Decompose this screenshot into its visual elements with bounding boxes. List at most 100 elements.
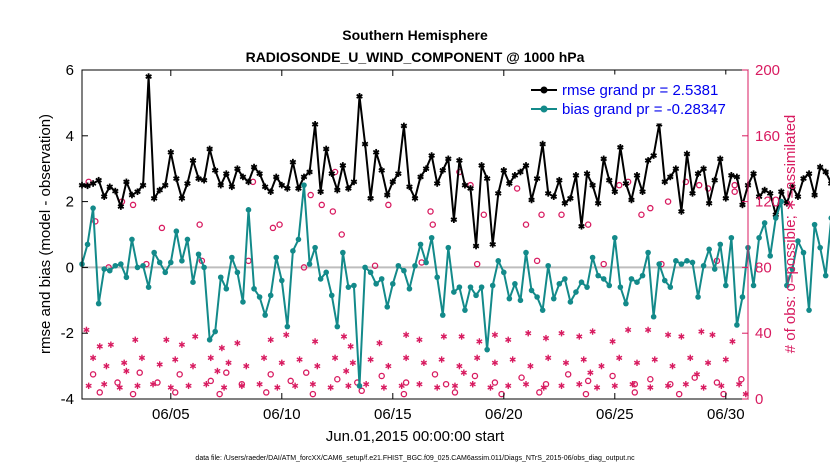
obs-assimilated-point [616,354,623,362]
obs-assimilated-point [687,354,694,362]
bias-point [212,328,218,335]
obs-assimilated-point [96,343,103,350]
rmse-point [589,181,596,189]
rmse-point [361,140,369,148]
obs-possible-point [582,390,590,398]
rmse-point [406,183,413,191]
rmse-point [134,188,141,196]
y-tick-label: 4 [66,128,74,145]
obs-assimilated-point [327,384,334,391]
obs-possible-point [196,221,203,228]
bias-point [234,269,241,276]
bias-point [334,323,341,330]
obs-possible-point [378,372,385,380]
bias-point [772,215,779,221]
bias-point [478,284,485,290]
bias-point [173,228,180,235]
obs-possible-point [442,380,450,388]
rmse-point [167,148,175,156]
bias-point [750,282,757,289]
obs-possible-point [491,379,499,386]
obs-possible-point [713,379,721,386]
rmse-point [333,186,341,194]
obs-assimilated-point [664,382,672,390]
bias-point [739,294,746,300]
rmse-point [555,176,563,184]
rmse-point [478,162,485,169]
obs-possible-point [300,264,308,271]
bias-point [145,284,152,290]
rmse-point [567,195,574,202]
obs-possible-point [329,208,337,215]
legend-bias-marker [540,105,548,113]
rmse-point [222,170,230,177]
bias-point [195,251,202,258]
rmse-point [633,171,641,179]
bias-point [634,279,640,286]
obs-assimilated-point [729,338,736,345]
obs-possible-point [171,389,179,396]
bias-point [101,266,107,272]
obs-assimilated-point [123,367,130,375]
y-right-tick-label: 0 [755,391,763,408]
bias-point [162,269,169,276]
rmse-point [306,168,313,176]
rmse-point [572,171,580,179]
obs-assimilated-point [609,338,616,345]
obs-assimilated-point [509,356,516,363]
bias-point [356,383,363,389]
obs-assimilated-point [156,361,163,368]
y-axis-label-right: # of obs: o=possible; ∗=assimilated [782,115,799,354]
obs-possible-point [276,221,283,228]
x-tick-label: 06/10 [263,406,301,423]
obs-possible-point [358,387,365,395]
rmse-point [256,170,263,177]
x-axis-label: Jun.01,2015 00:00:00 start [326,428,505,445]
rmse-point [811,191,818,199]
y-right-tick-label: 120 [755,194,780,211]
obs-assimilated-point [363,380,370,388]
rmse-point [583,170,591,177]
rmse-point [184,180,191,187]
obs-possible-point [338,231,345,238]
obs-assimilated-point [611,382,618,390]
obs-assimilated-point [664,331,672,339]
bias-point [728,234,735,241]
obs-assimilated-point [440,333,447,340]
bias-point [373,281,379,287]
obs-possible-point [92,218,99,225]
obs-assimilated-point [121,359,128,367]
obs-assimilated-point [718,382,725,390]
obs-assimilated-point [416,336,423,343]
obs-possible-point [600,260,607,268]
y-tick-label: -4 [61,391,74,408]
rmse-point [533,175,541,182]
obs-assimilated-point [722,356,729,363]
chart-subtitle: RADIOSONDE_U_WIND_COMPONENT @ 1000 hPa [246,49,585,65]
bias-point [156,259,163,266]
rmse-point [150,195,158,202]
obs-possible-point [429,221,437,228]
bias-point [717,241,724,248]
rmse-point [755,193,763,200]
bias-point [179,258,185,264]
bias-point [639,272,646,279]
obs-assimilated-point [331,354,339,362]
obs-possible-point [269,224,277,232]
rmse-point [472,242,480,250]
bias-point [90,205,96,211]
bias-point [689,259,696,266]
bias-point [217,274,224,281]
rmse-point [683,150,691,158]
bias-point [806,307,812,313]
rmse-point [661,178,669,186]
obs-possible-point [682,178,690,186]
bias-point [684,258,690,264]
obs-assimilated-point [149,380,157,388]
bias-point [811,221,818,228]
obs-assimilated-point [267,336,274,343]
bias-point [451,289,457,295]
obs-assimilated-point [291,382,299,390]
obs-possible-point [318,201,326,209]
bias-point [512,281,518,287]
